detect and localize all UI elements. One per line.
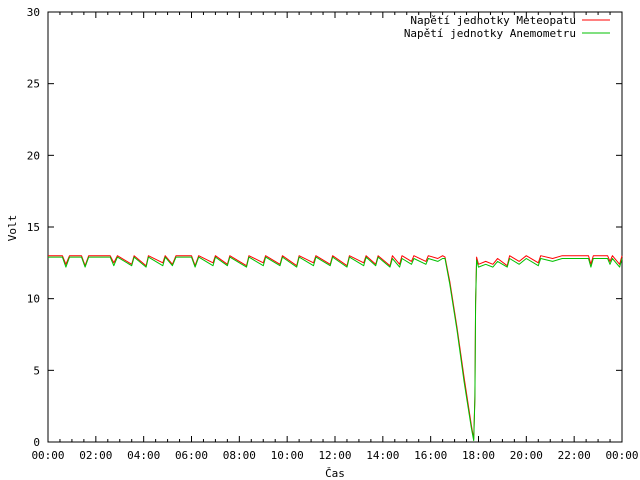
x-tick-label: 14:00 bbox=[366, 449, 399, 462]
series-line-meteopat bbox=[48, 255, 623, 440]
legend-label-meteopat: Napětí jednotky Meteopatu bbox=[410, 14, 576, 27]
y-tick-label: 25 bbox=[27, 78, 40, 91]
x-tick-label: 00:00 bbox=[31, 449, 64, 462]
y-tick-label: 0 bbox=[33, 436, 40, 449]
y-tick-label: 15 bbox=[27, 221, 40, 234]
x-tick-label: 00:00 bbox=[605, 449, 638, 462]
y-tick-label: 20 bbox=[27, 149, 40, 162]
x-tick-label: 10:00 bbox=[271, 449, 304, 462]
x-tick-label: 22:00 bbox=[558, 449, 591, 462]
x-tick-label: 20:00 bbox=[510, 449, 543, 462]
x-tick-label: 08:00 bbox=[223, 449, 256, 462]
x-tick-label: 02:00 bbox=[79, 449, 112, 462]
x-tick-label: 06:00 bbox=[175, 449, 208, 462]
x-tick-label: 16:00 bbox=[414, 449, 447, 462]
series-line-anemometr bbox=[48, 256, 623, 442]
plot-frame bbox=[47, 11, 623, 443]
y-axis-label: Volt bbox=[6, 215, 19, 242]
legend: Napětí jednotky Meteopatu Napětí jednotk… bbox=[404, 14, 610, 40]
x-tick-label: 18:00 bbox=[462, 449, 495, 462]
x-axis-label: Čas bbox=[325, 467, 345, 480]
y-tick-label: 10 bbox=[27, 293, 40, 306]
series-layer bbox=[48, 255, 623, 442]
y-tick-label: 5 bbox=[33, 364, 40, 377]
y-tick-label: 30 bbox=[27, 6, 40, 19]
axis-ticks: 0 5 10 15 20 25 30 00:00 02:00 04:00 06:00 08:00 10:… bbox=[27, 6, 639, 462]
x-tick-label: 04:00 bbox=[127, 449, 160, 462]
legend-label-anemometr: Napětí jednotky Anemometru bbox=[404, 27, 576, 40]
x-tick-label: 12:00 bbox=[318, 449, 351, 462]
